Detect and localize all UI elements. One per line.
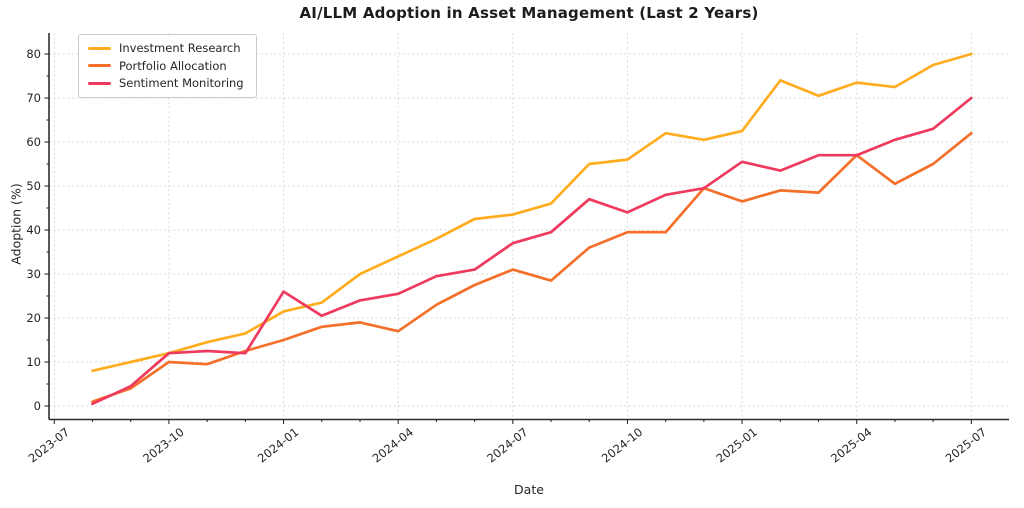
legend-item: Sentiment Monitoring — [88, 77, 244, 90]
chart-title: AI/LLM Adoption in Asset Management (Las… — [299, 4, 759, 22]
y-tick-label: 60 — [26, 135, 41, 149]
x-tick-label: 2023-07 — [26, 425, 72, 466]
y-tick-label: 30 — [26, 267, 41, 281]
x-tick-label: 2025-04 — [828, 425, 874, 466]
x-tick-label: 2024-07 — [484, 425, 530, 466]
legend-line-swatch — [88, 46, 111, 50]
legend-label: Portfolio Allocation — [119, 58, 227, 73]
legend-line-swatch — [88, 64, 111, 68]
x-axis-label: Date — [514, 482, 544, 497]
y-tick-label: 50 — [26, 179, 41, 193]
series-line-portfolio-allocation — [91, 131, 973, 403]
tick-labels: 0 10 20 30 40 50 60 70 80 2023-07 2023-10 2024-01 20… — [26, 47, 990, 465]
series-line-sentiment-monitoring — [91, 96, 973, 406]
x-tick-label: 2023-10 — [140, 425, 186, 466]
legend-item: Portfolio Allocation — [88, 58, 244, 73]
x-tick-label: 2025-01 — [713, 425, 759, 466]
legend-label: Investment Research — [119, 41, 241, 55]
y-tick-label: 10 — [26, 355, 41, 369]
legend-label: Sentiment Monitoring — [119, 76, 244, 91]
x-tick-label: 2024-01 — [255, 425, 301, 466]
series-line-investment-research — [91, 52, 973, 373]
x-tick-label: 2024-10 — [599, 425, 645, 466]
legend: Investment Research Portfolio Allocation S… — [78, 34, 257, 98]
x-tick-label: 2024-04 — [370, 425, 416, 466]
x-tick-label: 2025-07 — [943, 425, 989, 466]
legend-line-swatch — [88, 82, 111, 86]
y-tick-label: 80 — [26, 47, 41, 61]
axes — [44, 33, 1009, 424]
y-tick-label: 40 — [26, 223, 41, 237]
y-tick-label: 0 — [34, 399, 41, 413]
y-tick-label: 70 — [26, 91, 41, 105]
legend-item: Investment Research — [88, 42, 244, 55]
y-tick-label: 20 — [26, 311, 41, 325]
y-axis-label: Adoption (%) — [8, 183, 24, 265]
